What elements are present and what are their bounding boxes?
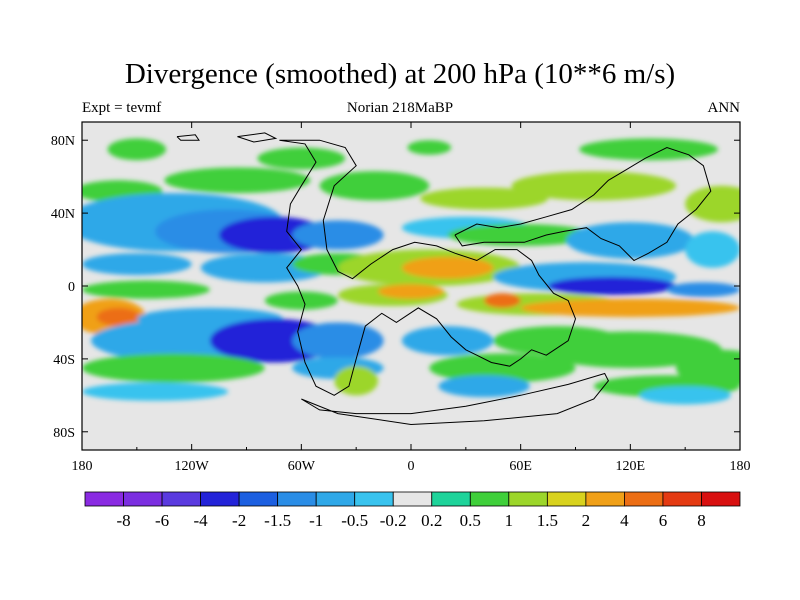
y-axis: 80N 40N 0 40S 80S (51, 134, 740, 441)
y-tick-label: 40N (51, 207, 75, 222)
field-blob-32 (520, 298, 740, 317)
chart-title: Divergence (smoothed) at 200 hPa (10**6 … (124, 58, 676, 90)
field-blob-0 (107, 138, 167, 161)
x-tick-label: 60E (509, 459, 532, 474)
x-axis: 180 120W 60W 0 60E 120E 180 (72, 122, 751, 474)
field-blob-6 (319, 171, 430, 201)
colorbar-swatch (546, 491, 587, 507)
field-blob-39 (401, 326, 494, 356)
field-blob-29 (264, 291, 338, 310)
x-tick-label: 180 (72, 459, 93, 474)
coastlines (176, 132, 712, 426)
colorbar-swatch (662, 491, 702, 507)
colorbar-swatch (315, 491, 356, 507)
field-blob-7 (420, 187, 549, 210)
colorbar-swatch (277, 491, 317, 507)
field-blob-8 (511, 171, 677, 201)
colorbar-label: 0.5 (460, 511, 481, 530)
field-blob-13 (292, 220, 384, 250)
coastline-0 (279, 139, 577, 396)
coastline-3 (237, 132, 278, 143)
field-blob-9 (685, 185, 740, 223)
colorbar-label: 1 (505, 511, 514, 530)
colorbar-swatch (508, 491, 548, 507)
colorbar-swatch (354, 491, 394, 507)
field-blob-42 (82, 353, 265, 383)
colorbar-label: -2 (232, 511, 246, 530)
colorbar-swatch (123, 491, 163, 507)
field-blob-26 (666, 282, 740, 297)
field-blob-25 (548, 276, 677, 296)
colorbar-swatch (238, 491, 279, 507)
y-tick-label: 80S (53, 426, 75, 441)
field-blob-38 (292, 322, 384, 359)
colorbar-swatch (701, 491, 741, 507)
field-blob-45 (429, 353, 576, 383)
experiment-label: Expt = tevmf (82, 100, 162, 116)
colorbar-label: 6 (659, 511, 668, 530)
x-tick-label: 120E (616, 459, 646, 474)
field-blob-34 (96, 307, 141, 327)
field-blob-5 (164, 167, 311, 194)
field-blob-17 (685, 231, 740, 268)
field-blob-15 (447, 224, 594, 246)
coastline-2 (301, 372, 609, 426)
colorbar-label: -0.5 (341, 511, 368, 530)
field-blob-31 (484, 293, 521, 308)
x-tick-label: 180 (730, 459, 751, 474)
x-tick-label: 60W (288, 459, 316, 474)
colorbar-swatch (431, 491, 471, 507)
colorbar-label: 2 (582, 511, 591, 530)
field-blob-12 (219, 216, 329, 254)
period-label: Norian 218MaBP (346, 100, 454, 116)
field-blob-50 (639, 386, 731, 405)
colorbar-label: -1 (309, 511, 323, 530)
colorbar-label: -0.2 (380, 511, 407, 530)
colorbar-label: 8 (697, 511, 706, 530)
y-tick-label: 40S (53, 353, 75, 368)
x-tick-label: 0 (408, 459, 415, 474)
colorbar-label: -1.5 (264, 511, 291, 530)
field-blob-16 (566, 222, 695, 259)
y-tick-label: 0 (68, 280, 75, 295)
colorbar: -8 -6 -4 -2 -1.5 -1 -0.5 -0.2 0.2 0.5 1 1.5 2 4 6 8 (84, 491, 741, 530)
field-blob-28 (378, 284, 444, 299)
colorbar-swatch (200, 491, 240, 507)
colorbar-swatch (392, 491, 433, 507)
colorbar-swatch (585, 491, 625, 507)
colorbar-label: -8 (116, 511, 130, 530)
colorbar-label: -4 (194, 511, 209, 530)
divergence-field (82, 138, 740, 405)
colorbar-label: 1.5 (537, 511, 558, 530)
field-blob-2 (407, 140, 452, 155)
colorbar-swatch (84, 491, 124, 507)
coastline-1 (454, 146, 712, 262)
field-blob-41 (493, 326, 622, 356)
colorbar-swatch (161, 491, 201, 507)
field-blob-3 (579, 138, 719, 161)
field-blob-18 (82, 253, 192, 276)
field-blob-1 (257, 147, 346, 170)
colorbar-swatch (624, 491, 664, 507)
field-blob-23 (401, 256, 494, 279)
colorbar-label: -6 (155, 511, 169, 530)
coastline-4 (176, 134, 200, 141)
field-blobs (82, 138, 740, 405)
field-blob-47 (82, 382, 229, 401)
y-tick-label: 80N (51, 134, 75, 149)
field-blob-19 (82, 280, 210, 299)
season-label: ANN (707, 100, 741, 116)
x-tick-label: 120W (175, 459, 210, 474)
colorbar-label: 0.2 (421, 511, 442, 530)
field-blob-48 (438, 375, 530, 398)
colorbar-label: 4 (620, 511, 629, 530)
colorbar-swatch (469, 491, 510, 507)
